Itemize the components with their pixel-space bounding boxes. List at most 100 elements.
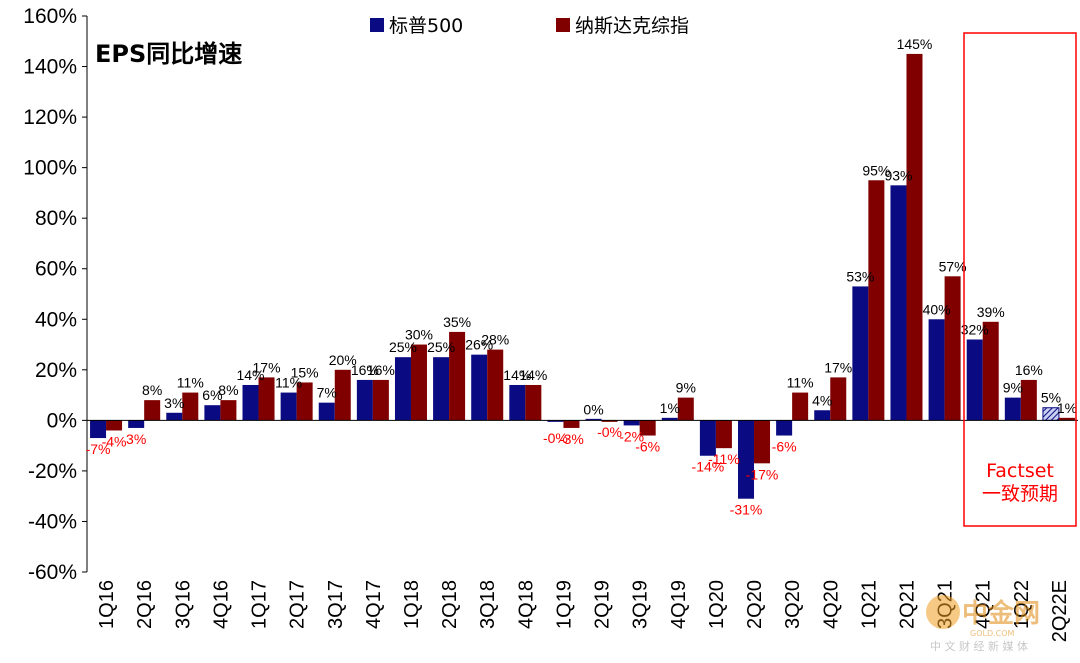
bar-sp500 (890, 185, 907, 421)
data-label: 4% (812, 392, 832, 408)
x-tick-label: 3Q18 (477, 580, 499, 629)
data-label: -7% (86, 441, 111, 457)
data-label: -4% (102, 433, 127, 449)
watermark-subtitle: 中 文 财 经 新 媒 体 (930, 639, 1028, 653)
bar-sp500 (928, 319, 945, 421)
y-tick-label: 120% (23, 106, 77, 129)
y-tick-label: 20% (35, 359, 77, 382)
bar-nasdaq (944, 276, 961, 421)
x-tick-label: 2Q18 (439, 580, 461, 629)
bar-sp500 (738, 420, 755, 499)
data-label: 14% (503, 367, 531, 383)
x-tick-label: 4Q16 (210, 580, 232, 629)
x-tick-label: 1Q22 (1011, 580, 1033, 629)
y-tick-label: 60% (35, 258, 77, 281)
bar-sp500 (852, 286, 869, 421)
bar-sp500 (90, 420, 107, 439)
data-label: 16% (351, 362, 379, 378)
bar-sp500 (814, 410, 831, 421)
y-tick-label: -60% (28, 561, 77, 584)
annotation-line-2: 一致预期 (982, 483, 1058, 505)
x-tick-label: 3Q16 (172, 580, 194, 629)
x-tick-label: 2Q19 (592, 580, 614, 629)
bars-layer (90, 53, 1075, 499)
bar-sp500 (356, 379, 373, 421)
data-label: 28% (481, 332, 509, 348)
y-tick-label: 0% (47, 409, 77, 432)
bar-nasdaq (258, 377, 275, 421)
watermark-logo-text: 中金网 (962, 598, 1040, 629)
watermark: 中金网 GOLD.COM 中 文 财 经 新 媒 体 (926, 595, 1040, 653)
bar-nasdaq (525, 384, 542, 421)
bar-sp500 (394, 357, 411, 421)
x-tick-label: 2Q21 (896, 580, 918, 629)
bar-nasdaq (1020, 379, 1037, 421)
data-label: 17% (253, 359, 281, 375)
bar-nasdaq (830, 377, 847, 421)
data-label: -6% (635, 439, 660, 455)
bar-nasdaq (487, 349, 504, 421)
bar-sp500 (966, 339, 983, 421)
data-label: 15% (291, 364, 319, 380)
bar-sp500 (204, 405, 221, 421)
bar-sp500 (585, 418, 602, 421)
data-label: 17% (824, 359, 852, 375)
data-label: 5% (1041, 390, 1061, 406)
data-label: 40% (923, 301, 951, 317)
x-tick-label: 4Q20 (820, 580, 842, 629)
annotation-line-1: Factset (986, 460, 1054, 482)
data-label: 3% (126, 431, 146, 447)
bar-nasdaq (792, 392, 809, 421)
x-tick-label: 1Q18 (401, 580, 423, 629)
data-label: 57% (939, 258, 967, 274)
x-tick-label: 4Q18 (515, 580, 537, 629)
data-label: -14% (692, 459, 725, 475)
data-label: -11% (708, 451, 740, 467)
x-tick-label: 1Q21 (858, 580, 880, 629)
x-tick-label: 2Q16 (134, 580, 156, 629)
legend-label-sp500: 标普500 (389, 15, 463, 37)
forecast-box (963, 32, 1077, 527)
bar-nasdaq (449, 331, 466, 421)
bar-nasdaq (106, 420, 123, 431)
bar-nasdaq (639, 420, 656, 436)
bar-sp500 (623, 420, 640, 426)
y-tick-label: -40% (28, 510, 77, 533)
legend-swatch-sp500 (370, 18, 384, 32)
data-label: 25% (389, 339, 417, 355)
bar-nasdaq (754, 420, 771, 464)
data-label: 11% (177, 375, 204, 391)
y-tick-label: 40% (35, 308, 77, 331)
data-label: 1% (1057, 400, 1077, 416)
data-label: 7% (317, 385, 337, 401)
bar-nasdaq (182, 392, 199, 421)
data-label: 53% (846, 268, 874, 284)
data-label: 30% (405, 327, 433, 343)
data-label: 8% (218, 382, 238, 398)
data-label: 32% (961, 321, 989, 337)
data-label: -0% (543, 430, 568, 446)
y-tick-label: 80% (35, 207, 77, 230)
y-tick-label: 140% (23, 56, 77, 79)
data-label: 93% (884, 167, 912, 183)
data-label: -0% (597, 424, 622, 440)
data-label: -2% (619, 428, 644, 444)
chart-title: EPS同比增速 (95, 40, 242, 68)
data-label: 3% (164, 395, 184, 411)
data-label: 39% (977, 304, 1005, 320)
x-tick-label: 3Q20 (782, 580, 804, 629)
y-tick-label: 160% (23, 5, 77, 28)
x-tick-label: 3Q19 (630, 580, 652, 629)
data-label: 14% (236, 367, 264, 383)
bar-sp500 (1004, 397, 1021, 421)
data-label: 11% (275, 375, 302, 391)
bar-sp500 (318, 402, 335, 421)
data-label: -6% (772, 439, 797, 455)
data-label: 95% (862, 162, 890, 178)
data-label: 16% (1015, 362, 1043, 378)
data-label: -17% (746, 466, 779, 482)
bar-nasdaq (601, 420, 618, 422)
bar-sp500 (242, 384, 259, 421)
x-tick-label: 4Q19 (668, 580, 690, 629)
